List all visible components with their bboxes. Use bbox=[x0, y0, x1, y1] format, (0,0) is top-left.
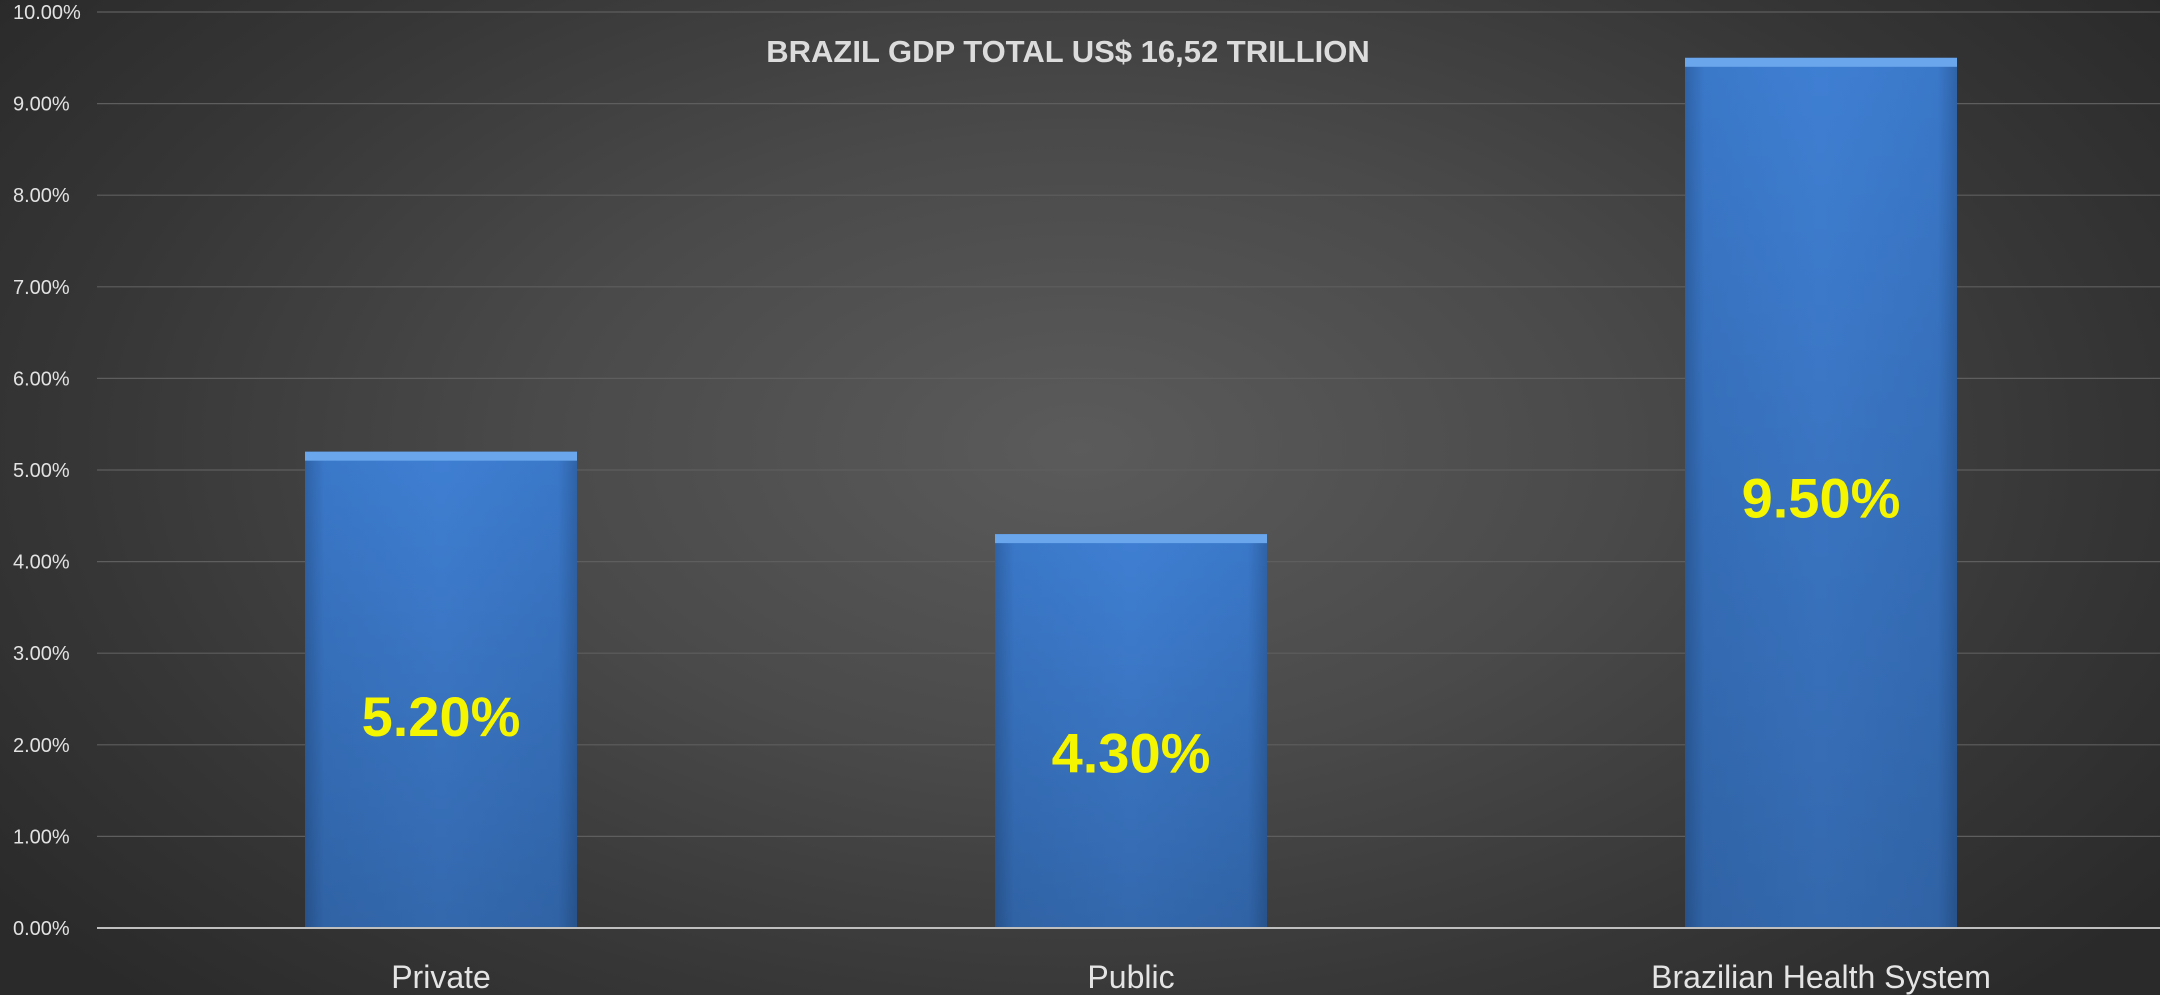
data-label: 9.50% bbox=[1742, 466, 1901, 529]
y-tick-label: 4.00% bbox=[13, 552, 70, 574]
x-category-label: Brazilian Health System bbox=[1651, 959, 1991, 995]
bar-shade bbox=[305, 451, 577, 928]
y-tick-label: 9.00% bbox=[13, 94, 70, 116]
bar-top-bevel bbox=[995, 534, 1267, 544]
x-axis-category-labels: Private Public Brazilian Health System bbox=[391, 959, 1991, 995]
bar-top-bevel bbox=[305, 451, 577, 461]
bar-3 bbox=[1685, 57, 1957, 929]
y-tick-label: 7.00% bbox=[13, 277, 70, 299]
y-axis-tick-labels: 0.00% 1.00% 2.00% 3.00% 4.00% 5.00% 6.00% 7.00%… bbox=[13, 2, 81, 940]
bar-top-bevel bbox=[1685, 57, 1957, 67]
bars bbox=[305, 57, 1957, 929]
bar-shade bbox=[995, 534, 1267, 928]
bar-1 bbox=[305, 451, 577, 928]
y-tick-label: 5.00% bbox=[13, 460, 70, 482]
data-labels: 5.20% 4.30% 9.50% bbox=[362, 466, 1901, 784]
y-tick-label: 10.00% bbox=[13, 2, 81, 24]
y-tick-label: 1.00% bbox=[13, 826, 70, 848]
data-label: 5.20% bbox=[362, 685, 521, 748]
x-category-label: Private bbox=[391, 959, 491, 995]
data-label: 4.30% bbox=[1052, 722, 1211, 785]
x-category-label: Public bbox=[1087, 959, 1174, 995]
bar-2 bbox=[995, 534, 1267, 928]
chart-title: BRAZIL GDP TOTAL US$ 16,52 TRILLION bbox=[766, 34, 1369, 69]
bar-shade bbox=[1685, 57, 1957, 929]
y-tick-label: 2.00% bbox=[13, 735, 70, 757]
y-tick-label: 8.00% bbox=[13, 185, 70, 207]
y-tick-label: 6.00% bbox=[13, 368, 70, 390]
y-tick-label: 0.00% bbox=[13, 918, 70, 940]
y-tick-label: 3.00% bbox=[13, 643, 70, 665]
